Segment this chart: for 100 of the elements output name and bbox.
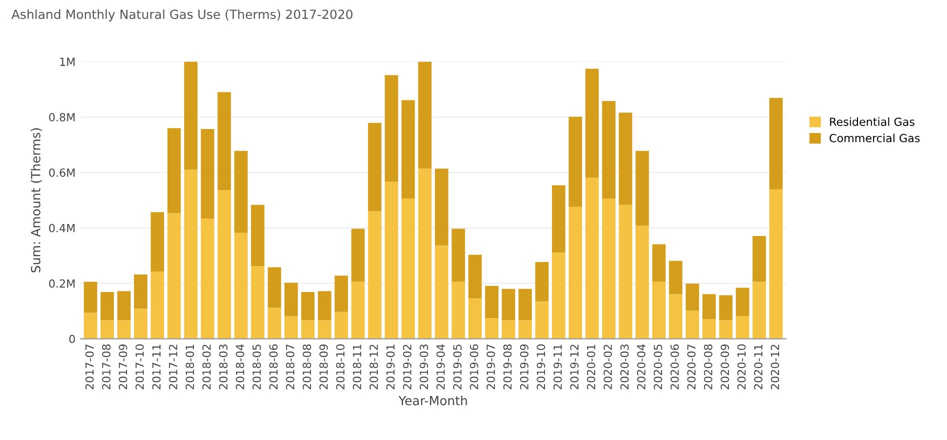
- bar: [268, 308, 282, 339]
- bar: [434, 245, 448, 339]
- bar: [468, 254, 482, 298]
- bar: [719, 295, 733, 320]
- bar: [150, 271, 164, 339]
- x-tick-label: 2020-06: [670, 344, 679, 390]
- bar: [769, 98, 783, 190]
- bar: [284, 282, 298, 316]
- bar: [668, 260, 682, 294]
- y-tick-label: 1M: [60, 58, 75, 66]
- x-tick-label: 2019-02: [402, 344, 412, 390]
- x-tick-label: 2018-09: [319, 344, 328, 390]
- bar: [769, 189, 783, 339]
- bar: [719, 320, 733, 339]
- legend-label: Residential Gas: [830, 117, 914, 126]
- bar: [334, 312, 348, 339]
- bar: [502, 320, 516, 339]
- bar: [468, 298, 482, 339]
- x-tick-label: 2019-04: [436, 344, 445, 390]
- bar: [234, 150, 248, 233]
- x-tick-label: 2020-07: [687, 344, 696, 390]
- bar: [702, 294, 716, 320]
- bar: [535, 262, 549, 302]
- x-tick-label: 2019-10: [536, 344, 546, 390]
- bar: [100, 320, 114, 339]
- bar: [518, 320, 532, 339]
- bar: [184, 170, 198, 339]
- bar: [284, 316, 298, 339]
- bar: [736, 288, 750, 316]
- bar: [502, 288, 516, 320]
- bar: [485, 318, 498, 339]
- y-tick-label: 0: [69, 334, 75, 344]
- bar: [418, 62, 432, 169]
- bar: [518, 288, 532, 320]
- bar: [200, 128, 214, 218]
- x-tick-label: 2017-07: [85, 344, 94, 390]
- bar: [602, 198, 616, 339]
- bar: [84, 282, 98, 313]
- bar: [167, 128, 181, 214]
- x-tick-label: 2018-02: [202, 344, 211, 390]
- bar: [568, 206, 582, 339]
- bar: [686, 310, 700, 339]
- x-tick-label: 2020-09: [720, 344, 730, 390]
- y-axis-title: Sum: Amount (Therms): [30, 128, 42, 272]
- y-tick-label: 0.8M: [49, 113, 75, 122]
- bar: [618, 204, 632, 339]
- bar: [668, 294, 682, 339]
- x-axis-title: Year-Month: [398, 396, 467, 406]
- x-tick-label: 2020-10: [737, 344, 746, 390]
- x-tick-label: 2019-11: [553, 344, 562, 390]
- bar: [251, 204, 264, 266]
- x-tick-label: 2018-03: [219, 344, 228, 390]
- x-tick-label: 2019-12: [570, 344, 579, 390]
- bar: [134, 274, 148, 309]
- x-tick-label: 2017-09: [118, 344, 128, 390]
- bar: [318, 320, 332, 339]
- bar: [752, 282, 766, 339]
- bar: [334, 276, 348, 312]
- bar: [702, 319, 716, 339]
- x-tick-label: 2017-10: [136, 344, 144, 390]
- y-tick-label: 0.6M: [49, 168, 75, 177]
- x-tick-label: 2018-01: [186, 344, 194, 390]
- bar: [117, 320, 131, 339]
- bar: [636, 226, 649, 339]
- legend-label: Commercial Gas: [830, 134, 920, 142]
- bar: [636, 150, 649, 226]
- bar: [585, 68, 599, 178]
- bar: [384, 182, 398, 339]
- bar: [602, 100, 616, 199]
- bar: [552, 252, 566, 339]
- x-tick-label: 2019-03: [420, 344, 428, 390]
- y-tick-label: 0.4M: [49, 224, 75, 232]
- bar: [752, 236, 766, 282]
- bar: [535, 301, 549, 339]
- x-tick-label: 2017-11: [152, 344, 161, 390]
- bar: [434, 168, 448, 246]
- x-tick-label: 2017-08: [102, 344, 110, 390]
- x-tick-label: 2018-07: [286, 344, 294, 390]
- bar: [552, 185, 566, 253]
- bar: [368, 211, 382, 339]
- bar: [184, 62, 198, 170]
- bar: [351, 282, 365, 339]
- x-tick-label: 2019-06: [470, 344, 478, 390]
- x-tick-label: 2020-08: [704, 344, 712, 390]
- x-tick-label: 2018-05: [252, 344, 261, 390]
- x-tick-label: 2019-09: [520, 344, 528, 390]
- x-tick-label: 2018-11: [352, 344, 362, 390]
- bar: [167, 213, 181, 339]
- chart-title: Ashland Monthly Natural Gas Use (Therms) 2017-2020: [11, 9, 352, 22]
- bar: [686, 284, 700, 311]
- bar: [384, 75, 398, 182]
- bar: [251, 266, 264, 339]
- bar: [218, 190, 231, 339]
- bar: [568, 116, 582, 207]
- x-tick-label: 2020-11: [754, 344, 762, 390]
- x-tick-label: 2020-01: [586, 344, 596, 390]
- x-tick-label: 2018-10: [336, 344, 345, 390]
- x-tick-label: 2017-12: [168, 344, 178, 390]
- x-tick-label: 2020-05: [654, 344, 662, 390]
- x-tick-label: 2019-08: [503, 344, 512, 390]
